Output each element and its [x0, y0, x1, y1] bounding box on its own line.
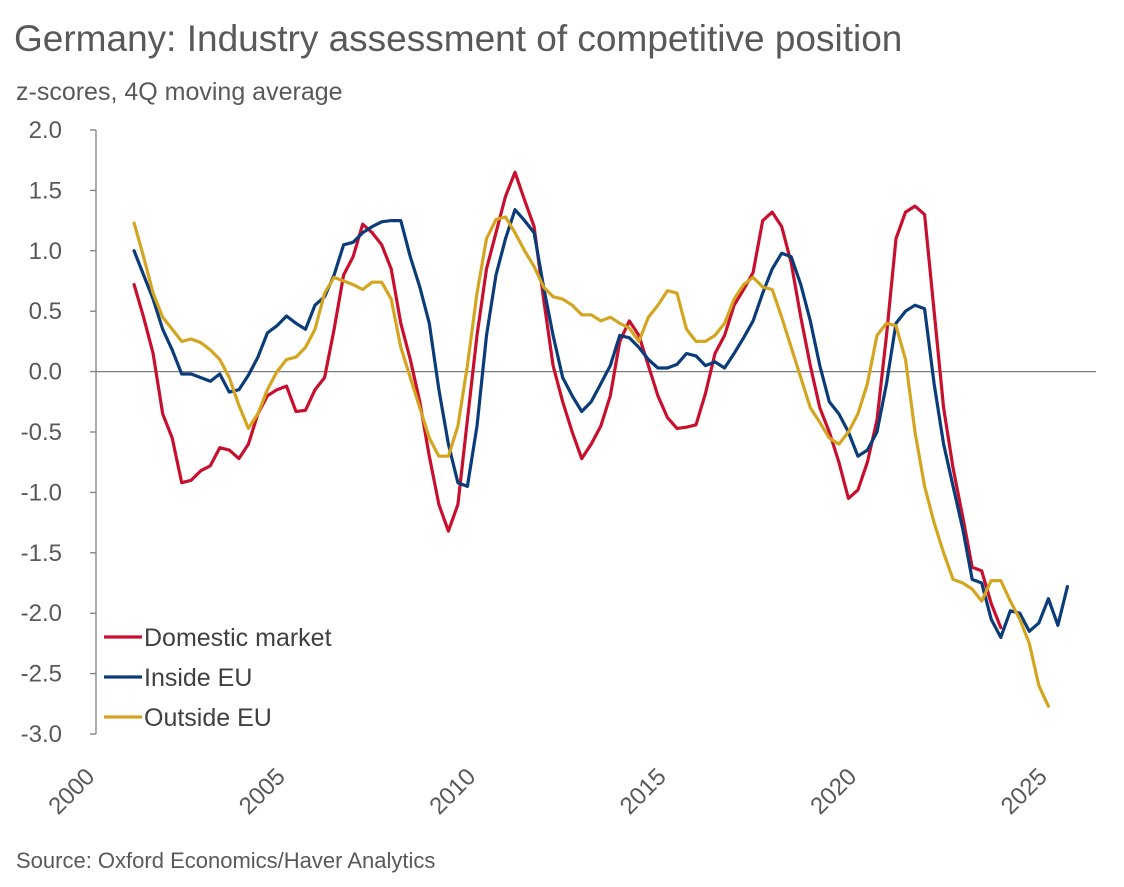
source-note: Source: Oxford Economics/Haver Analytics — [16, 848, 436, 873]
legend-label: Outside EU — [144, 704, 272, 732]
y-tick-label: 0.5 — [29, 298, 62, 325]
series-line-outside-eu — [132, 215, 1050, 708]
x-tick-label: 2020 — [805, 763, 862, 820]
legend-label: Inside EU — [144, 664, 252, 692]
x-tick-label: 2010 — [424, 763, 481, 820]
y-tick-label: -0.5 — [21, 419, 62, 446]
y-tick-label: -1.0 — [21, 479, 62, 506]
series-line-inside-eu — [132, 208, 1069, 639]
chart-subtitle: z-scores, 4Q moving average — [16, 78, 343, 106]
y-tick-label: -3.0 — [21, 721, 62, 748]
x-tick-label: 2015 — [615, 763, 672, 820]
legend-label: Domestic market — [144, 624, 332, 652]
x-tick-label: 2000 — [43, 763, 100, 820]
x-tick-label: 2025 — [996, 763, 1053, 820]
y-tick-label: -2.0 — [21, 600, 62, 627]
y-tick-label: 1.5 — [29, 177, 62, 204]
x-tick-label: 2005 — [234, 763, 291, 820]
series-layer — [132, 170, 1069, 708]
series-line-domestic-market — [132, 170, 1003, 630]
chart-title: Germany: Industry assessment of competit… — [14, 18, 903, 59]
y-tick-label: 1.0 — [29, 238, 62, 265]
y-tick-label: 0.0 — [29, 359, 62, 386]
y-tick-label: -2.5 — [21, 661, 62, 688]
y-tick-label: -1.5 — [21, 540, 62, 567]
chart-legend: Domestic market Inside EU Outside EU — [104, 624, 332, 732]
y-tick-label: 2.0 — [29, 117, 62, 144]
